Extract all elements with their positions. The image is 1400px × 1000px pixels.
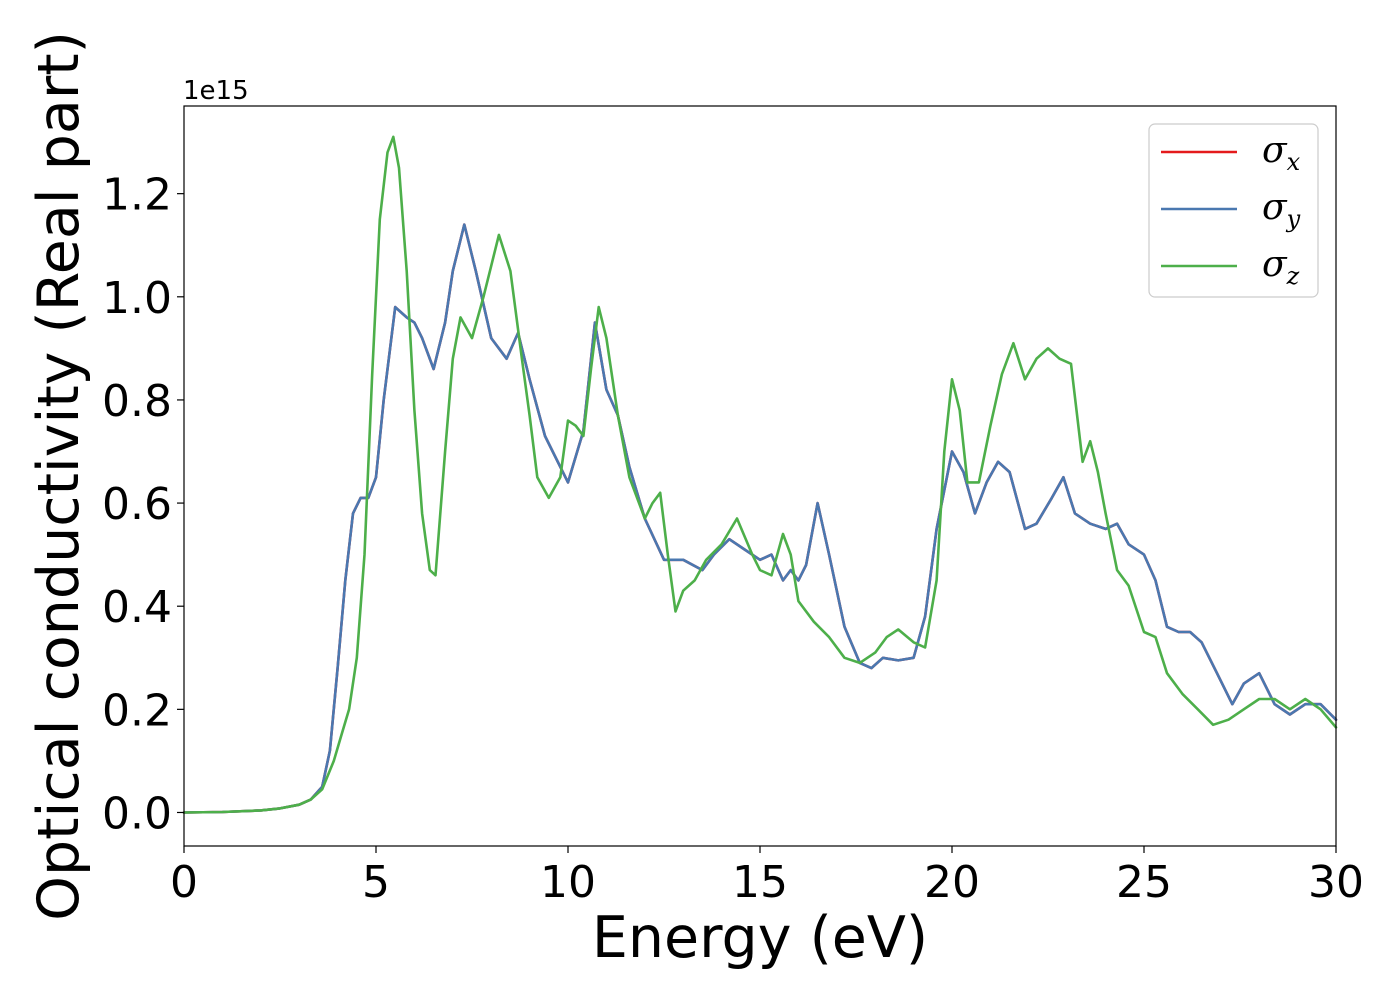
x-tick-label: 5 [362,857,390,908]
x-tick-label: 0 [170,857,198,908]
x-tick-label: 15 [732,857,788,908]
y-tick-label: 0.4 [102,582,172,633]
legend-label-x: σx [1262,130,1301,176]
x-axis-title: Energy (eV) [592,905,928,971]
x-tick-label: 30 [1308,857,1364,908]
series-line-z [182,135,1338,814]
legend-label-y: σy [1262,187,1301,233]
y-tick-label: 0.0 [102,788,172,839]
legend-entries: σx σy σz [1161,130,1301,290]
y-tick-label: 0.6 [102,479,172,530]
plot-lines [182,135,1338,814]
legend: σx σy σz [1148,123,1319,298]
x-tick-label: 10 [540,857,596,908]
y-tick-label: 1.0 [102,273,172,324]
y-tick-label: 0.8 [102,376,172,427]
series-line-y [182,223,1338,814]
legend-label-z: σz [1262,244,1300,290]
y-tick-label: 0.2 [102,685,172,736]
legend-box [1148,123,1319,298]
y-offset-label: 1e15 [183,76,249,106]
y-axis-title: Optical conductivity (Real part) [26,31,92,921]
y-axis: 0.0 0.2 0.4 0.6 0.8 1.0 1.2 [102,170,184,839]
y-tick-label: 1.2 [102,170,172,221]
x-tick-label: 20 [924,857,980,908]
x-axis: 0 5 10 15 20 25 30 [170,846,1364,908]
x-tick-label: 25 [1116,857,1172,908]
